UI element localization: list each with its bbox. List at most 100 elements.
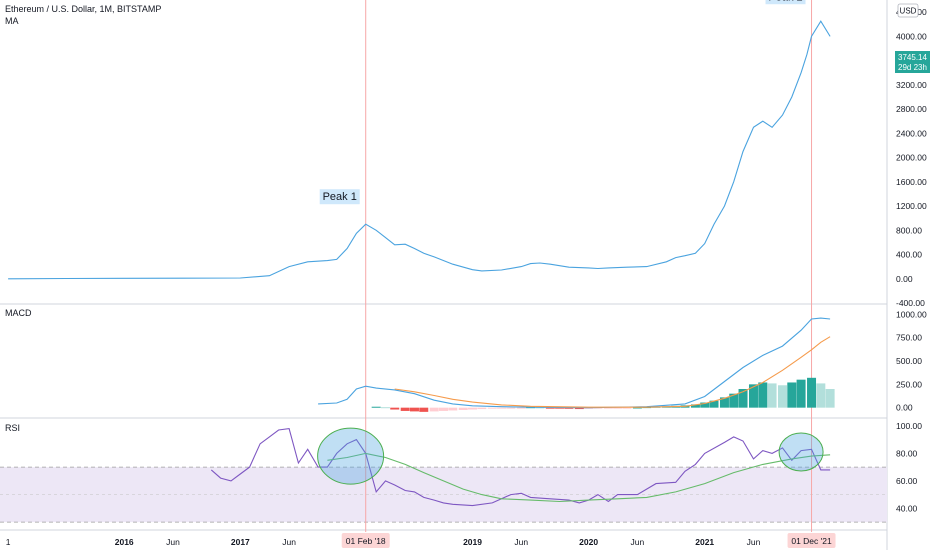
histogram-bar [497,407,507,409]
y-tick-label: 4000.00 [896,31,927,41]
histogram-bar [767,383,777,408]
y-tick-label: 1000.00 [896,309,927,319]
histogram-bar [574,407,584,410]
y-tick-label: 2400.00 [896,128,927,138]
histogram-bar [816,383,826,408]
histogram-bar [603,407,613,409]
histogram-bar [719,397,729,408]
histogram-bar [506,407,516,409]
y-tick-label: 40.00 [896,503,918,513]
rsi-highlight-circle [778,432,824,472]
x-tick-label: 2016 [115,537,134,547]
histogram-bar [477,407,487,410]
x-tick-label: 2019 [463,537,482,547]
x-tick-label: 1 [6,537,11,547]
macd-panel-label: MACD [5,308,32,318]
histogram-bar [468,407,478,410]
histogram-bar [593,407,603,409]
price-tag-countdown: 29d 23h [898,63,927,72]
histogram-bar [439,407,448,411]
y-tick-label: 3200.00 [896,80,927,90]
histogram-bar [545,407,555,409]
histogram-bar [584,407,594,409]
histogram-bar [564,407,574,409]
histogram-bar [371,406,381,408]
histogram-bar [729,393,739,408]
x-tick-label: Jun [282,537,296,547]
histogram-bar [787,382,797,408]
series-line-price [8,20,831,280]
currency-box [897,3,919,18]
histogram-bar [409,407,419,412]
price-tag-value: 3745.14 [898,53,927,62]
histogram-bar [400,407,410,411]
histogram-bar [555,407,565,409]
highlight-date-label: 01 Dec '21 [791,536,832,546]
y-tick-label: 80.00 [896,448,918,458]
histogram-bar [738,389,748,408]
x-tick-label: 2021 [695,537,714,547]
histogram-bar [700,402,710,408]
y-tick-label: 800.00 [896,225,922,235]
y-tick-label: 500.00 [896,356,922,366]
y-tick-label: -400.00 [896,298,925,308]
histogram-bar [613,407,623,409]
peak-label-box [319,189,360,205]
histogram-bar [758,382,768,408]
y-tick-label: 100.00 [896,421,922,431]
x-tick-label: 2017 [231,537,250,547]
y-tick-label: 2000.00 [896,153,927,163]
histogram-bar [709,400,719,408]
highlight-date-label: 01 Feb '18 [346,536,386,546]
histogram-bar [419,407,429,412]
histogram-bar [448,407,458,411]
y-tick-label: 0.00 [896,403,913,413]
x-tick-label: Jun [166,537,180,547]
y-tick-label: 1600.00 [896,177,927,187]
y-tick-label: 250.00 [896,379,922,389]
histogram-bar [380,407,390,409]
histogram-bar [390,407,400,410]
rsi-highlight-circle [317,427,385,485]
series-line-macd [318,317,831,409]
highlight-lines [365,0,813,532]
histogram-bar [632,407,642,409]
x-axis: 01 Feb '18 01 Dec '21 1 2016 Jun 2017 Jun 2019 J… [6,533,836,548]
histogram-bar [796,379,806,408]
histogram-bar [429,407,439,412]
price-tag [895,51,930,73]
rsi-band [0,466,887,523]
peak-label: Peak 1 [323,191,357,203]
y-tick-label: 400.00 [896,250,922,260]
histogram-bar [487,407,497,409]
y-axis: 4400.004000.003600.003200.002800.002400.… [896,7,927,513]
highlight-date-box [787,533,836,548]
peak-annotations: Peak 1 Peak 2 [319,0,806,205]
rsi-panel-label: RSI [5,423,20,433]
histogram-bar [748,384,758,408]
histogram-bar [458,407,468,410]
x-tick-label: Jun [631,537,645,547]
histogram-bar [690,404,700,408]
currency-label: USD [900,7,917,16]
series-line-macd [394,336,831,408]
y-tick-label: 1200.00 [896,201,927,211]
histogram-bar [825,389,835,408]
highlight-date-box [341,533,390,548]
rsi-circles [317,427,824,485]
histogram-bar [535,407,545,409]
histogram-bar [807,377,817,408]
histogram-bar [622,407,632,409]
series-line-rsi [327,452,831,503]
histogram-bar [778,385,788,408]
series-lines [8,20,831,507]
y-tick-label: 2800.00 [896,104,927,114]
y-tick-label: 60.00 [896,476,918,486]
chart-title: Ethereum / U.S. Dollar, 1M, BITSTAMP [5,4,161,14]
x-tick-label: 2020 [579,537,598,547]
y-tick-label: 0.00 [896,274,913,284]
y-tick-label: 750.00 [896,333,922,343]
x-tick-label: Jun [514,537,528,547]
x-tick-label: Jun [747,537,761,547]
